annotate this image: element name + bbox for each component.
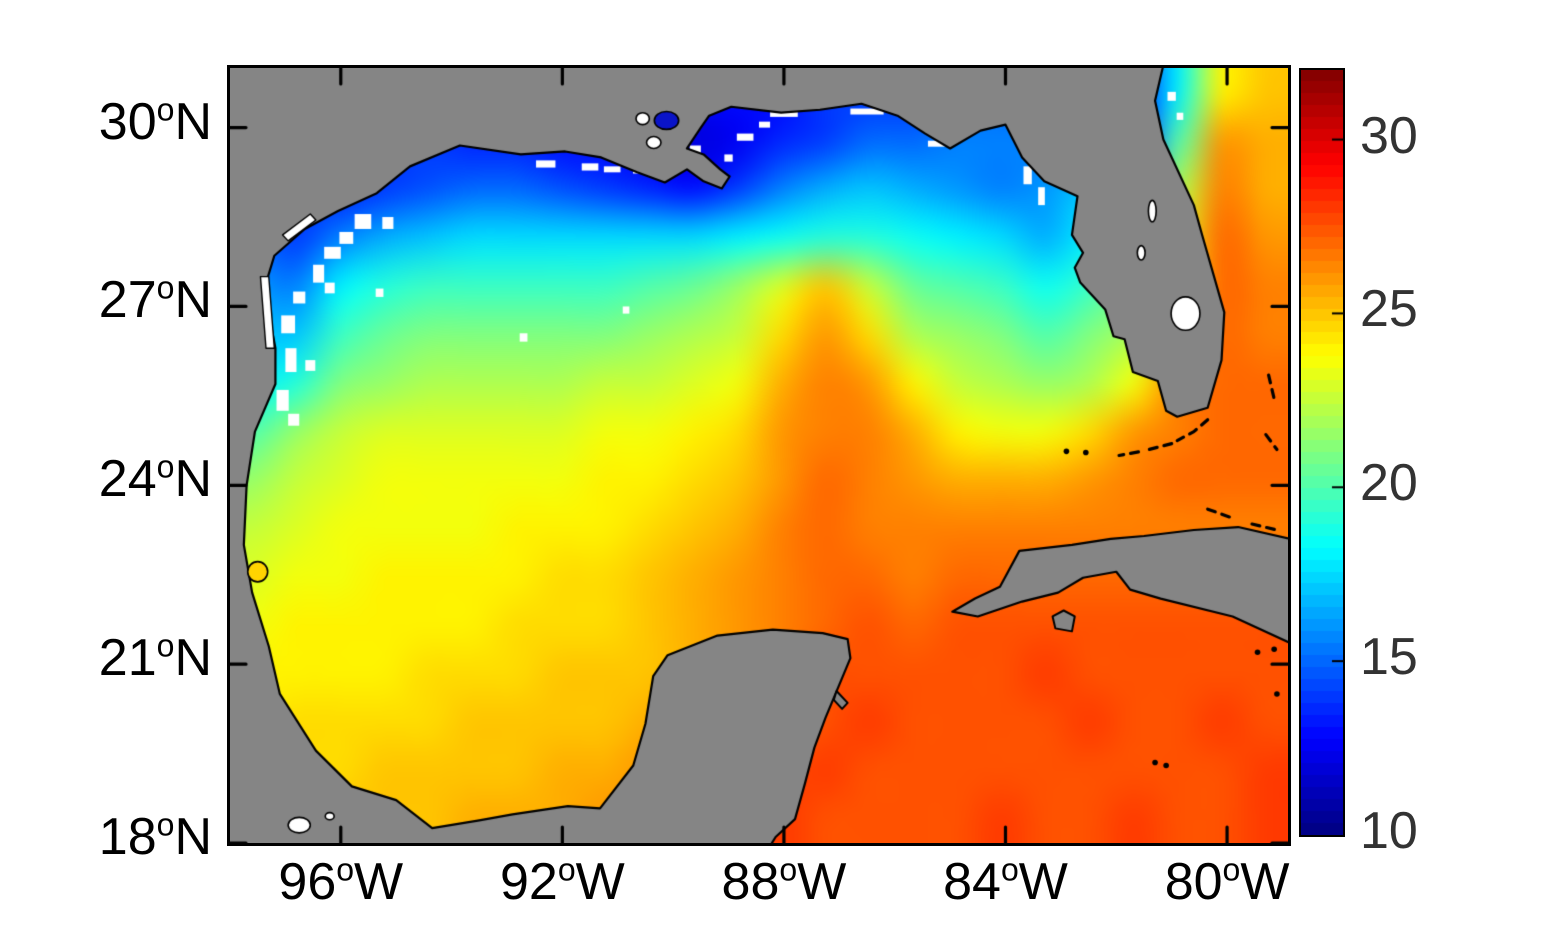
y-tick-label: 21oN	[98, 627, 212, 688]
colorbar	[1299, 68, 1345, 837]
x-tick-label: 96oW	[278, 851, 404, 911]
x-tick-label: 88oW	[721, 851, 847, 911]
colorbar-gradient	[1301, 70, 1343, 835]
sst-map-canvas	[230, 68, 1288, 843]
y-tick-label: 30oN	[98, 91, 212, 151]
colorbar-tick-label: 15	[1360, 628, 1418, 687]
colorbar-tick-label: 10	[1360, 802, 1418, 860]
y-tick-label: 24oN	[98, 448, 212, 509]
colorbar-tick-label: 20	[1360, 454, 1418, 513]
colorbar-tick-label: 30	[1360, 106, 1418, 165]
x-tick-label: 84oW	[943, 851, 1068, 911]
x-tick-label: 80oW	[1164, 851, 1290, 911]
x-tick-label: 92oW	[499, 851, 625, 911]
y-tick-label: 18oN	[98, 806, 212, 866]
plot-area	[227, 65, 1291, 846]
colorbar-tick-label: 25	[1360, 280, 1418, 339]
y-tick-label: 27oN	[98, 270, 212, 330]
